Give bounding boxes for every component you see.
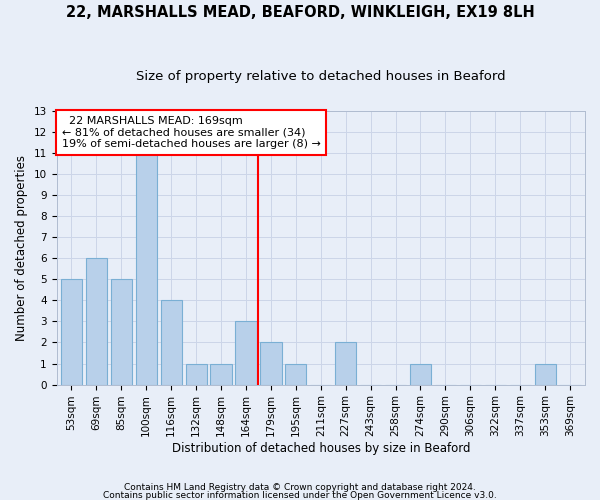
Text: 22 MARSHALLS MEAD: 169sqm  
← 81% of detached houses are smaller (34)
19% of sem: 22 MARSHALLS MEAD: 169sqm ← 81% of detac… xyxy=(62,116,320,149)
Bar xyxy=(111,279,132,384)
Bar xyxy=(410,364,431,384)
Bar xyxy=(235,322,257,384)
Bar xyxy=(535,364,556,384)
Bar xyxy=(61,279,82,384)
Bar xyxy=(185,364,207,384)
Bar xyxy=(285,364,307,384)
Bar xyxy=(136,152,157,384)
Bar xyxy=(161,300,182,384)
Bar xyxy=(335,342,356,384)
Y-axis label: Number of detached properties: Number of detached properties xyxy=(15,154,28,340)
Title: Size of property relative to detached houses in Beaford: Size of property relative to detached ho… xyxy=(136,70,506,83)
Text: Contains public sector information licensed under the Open Government Licence v3: Contains public sector information licen… xyxy=(103,490,497,500)
Bar xyxy=(86,258,107,384)
Bar xyxy=(260,342,281,384)
Text: Contains HM Land Registry data © Crown copyright and database right 2024.: Contains HM Land Registry data © Crown c… xyxy=(124,484,476,492)
X-axis label: Distribution of detached houses by size in Beaford: Distribution of detached houses by size … xyxy=(172,442,470,455)
Text: 22, MARSHALLS MEAD, BEAFORD, WINKLEIGH, EX19 8LH: 22, MARSHALLS MEAD, BEAFORD, WINKLEIGH, … xyxy=(65,5,535,20)
Bar xyxy=(211,364,232,384)
